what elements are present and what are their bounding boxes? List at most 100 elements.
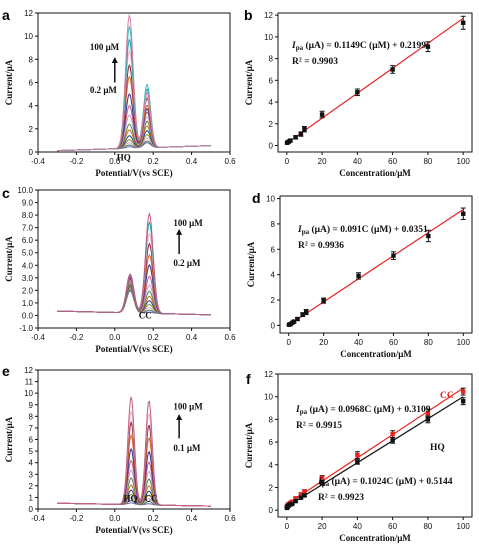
y-tick-label: 4 — [271, 271, 276, 280]
data-point — [293, 496, 298, 501]
data-point — [298, 131, 304, 137]
concentration-arrow-head — [176, 228, 183, 235]
x-tick-label: 60 — [388, 157, 397, 166]
y-tick-label: 1.0 — [22, 299, 34, 308]
panel-f-r2-hq: R² = 0.9915 — [296, 421, 342, 431]
panel-f-equation-cc: Ipa (μA) = 0.1024C (μM) + 0.5144 — [317, 476, 453, 488]
panel-letter-f: f — [246, 371, 251, 387]
data-point — [288, 138, 293, 143]
y-tick-label: 4 — [269, 98, 274, 107]
annotation-label: HQ — [123, 493, 137, 503]
x-axis-label: Concentration/μM — [340, 349, 412, 359]
y-tick-label: 12 — [24, 9, 33, 18]
x-tick-label: 40 — [353, 522, 362, 531]
panel-f-legend-hq: HQ — [430, 443, 445, 453]
fit-line-2 — [286, 396, 464, 508]
y-tick-label: 10 — [24, 389, 33, 398]
x-tick-label: 40 — [353, 157, 362, 166]
data-point — [303, 309, 309, 315]
y-tick-label: 9 — [29, 401, 34, 410]
panel-a-cv-chart: -0.4 -0.2 0.0 0.2 0.4 0.6 0 2 4 6 8 10 12 Potential/V… — [4, 9, 236, 178]
data-point — [390, 67, 395, 72]
y-tick-label: 0 — [269, 506, 274, 515]
annotation-label: 0.2 μM — [90, 85, 118, 95]
y-tick-label: 2 — [29, 125, 34, 134]
y-tick-label: 10 — [24, 32, 33, 41]
y-tick-label: 2 — [269, 483, 274, 492]
data-point — [460, 389, 466, 394]
y-axis-label: Current/μA — [4, 236, 14, 282]
panel-f-legend-cc: CC — [440, 391, 454, 401]
y-tick-label: 6 — [29, 436, 34, 445]
x-tick-label: 0 — [285, 157, 290, 166]
y-tick-label: 1 — [29, 493, 34, 502]
panel-c-cv-chart: -0.4 -0.2 0.0 0.2 0.4 0.6 -1.0 0.0 1.0 2.0 3.0 4.0 5… — [4, 186, 236, 354]
annotation-label: HQ — [117, 153, 131, 163]
y-tick-label: 6 — [271, 245, 276, 254]
y-tick-label: 4 — [29, 102, 34, 111]
annotation-label: 0.1 μM — [173, 443, 201, 453]
y-axis-label: Current/μA — [244, 422, 254, 468]
annotation-label: 100 μM — [173, 401, 203, 411]
data-point — [355, 452, 360, 458]
panel-d-frame — [279, 195, 473, 334]
y-tick-label: 7.0 — [22, 224, 34, 233]
annotation-label: 0.2 μM — [173, 258, 201, 268]
y-tick-label: 3.0 — [22, 274, 34, 283]
data-point — [319, 480, 325, 486]
data-point — [460, 399, 466, 404]
data-point — [461, 211, 466, 216]
panel-letter-b: b — [244, 7, 253, 23]
y-axis-label: Current/μA — [246, 241, 256, 287]
y-tick-label: 0 — [271, 321, 276, 330]
y-axis-label: Current/μA — [4, 416, 14, 462]
data-point — [390, 431, 395, 437]
y-tick-label: 8 — [29, 412, 34, 421]
cv-curve-12 — [57, 242, 211, 316]
data-point — [425, 410, 431, 416]
data-point — [289, 499, 295, 504]
data-point — [295, 316, 300, 322]
x-tick-label: -0.2 — [70, 157, 84, 166]
panel-f-calibration-chart: 0 20 40 60 80 100 0 2 4 6 8 10 12 Concentration/μM Cur… — [244, 370, 473, 543]
data-point — [391, 253, 396, 258]
cv-curve-9 — [57, 275, 211, 316]
x-tick-label: 0.0 — [109, 514, 121, 523]
x-tick-label: 80 — [424, 338, 433, 347]
data-point — [302, 493, 307, 498]
y-tick-label: 4 — [29, 459, 34, 468]
y-tick-label: 5 — [29, 447, 34, 456]
x-tick-label: 0.0 — [109, 157, 121, 166]
x-axis-label: Potential/V(vs SCE) — [95, 525, 172, 535]
x-tick-label: 0.2 — [148, 157, 160, 166]
data-point — [426, 233, 431, 239]
data-point — [300, 312, 305, 317]
y-tick-label: 8 — [269, 55, 274, 64]
y-tick-label: 10.0 — [17, 186, 33, 195]
x-tick-label: 0 — [287, 338, 292, 347]
y-tick-label: 5.0 — [22, 249, 34, 258]
y-tick-label: 10 — [266, 195, 275, 204]
x-tick-label: -0.4 — [31, 514, 45, 523]
x-tick-label: -0.4 — [31, 157, 45, 166]
x-tick-label: 0 — [285, 522, 290, 531]
data-point — [355, 459, 360, 465]
x-tick-label: 100 — [457, 522, 471, 531]
data-point — [321, 298, 326, 303]
x-axis-label: Potential/V(vs SCE) — [95, 168, 172, 178]
panel-b-r2: R² = 0.9903 — [292, 57, 338, 67]
panel-b-calibration-chart: 0 20 40 60 80 100 0 2 4 6 8 10 12 Concentration/μM Cur… — [244, 11, 473, 178]
y-tick-label: -1.0 — [19, 324, 33, 333]
x-tick-label: 0.4 — [186, 333, 198, 342]
y-tick-label: 0 — [269, 141, 274, 150]
x-tick-label: 80 — [423, 522, 432, 531]
panel-c-frame — [37, 189, 231, 329]
cv-curve-13 — [57, 232, 211, 316]
panel-letter-d: d — [252, 190, 261, 206]
panel-f-frame — [277, 373, 473, 518]
y-tick-label: 0.0 — [22, 311, 34, 320]
data-point — [302, 489, 307, 494]
data-point — [460, 20, 466, 25]
fit-line-1 — [286, 387, 464, 505]
